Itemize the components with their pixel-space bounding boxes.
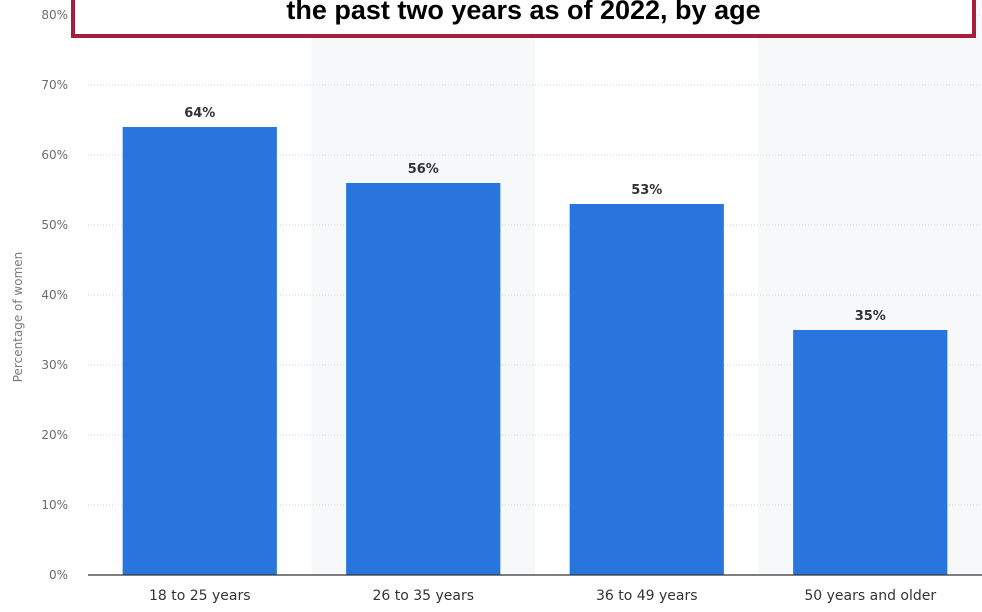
bar xyxy=(346,183,500,575)
chart-title: the past two years as of 2022, by age xyxy=(286,0,760,26)
bar xyxy=(123,127,277,575)
data-label: 64% xyxy=(184,106,215,121)
data-label: 35% xyxy=(855,309,886,324)
y-tick-label: 0% xyxy=(49,568,68,582)
bar xyxy=(570,204,724,575)
y-tick-label: 30% xyxy=(41,358,68,372)
bar xyxy=(793,330,947,575)
y-tick-label: 10% xyxy=(41,498,68,512)
y-tick-label: 80% xyxy=(41,8,68,22)
x-tick-label: 18 to 25 years xyxy=(149,588,251,604)
chart-title-box: the past two years as of 2022, by age xyxy=(71,0,976,38)
y-tick-label: 20% xyxy=(41,428,68,442)
y-tick-label: 60% xyxy=(41,148,68,162)
data-label: 56% xyxy=(408,162,439,177)
y-tick-label: 50% xyxy=(41,218,68,232)
x-tick-label: 26 to 35 years xyxy=(372,588,474,604)
x-tick-label: 50 years and older xyxy=(804,588,936,604)
y-axis-title: Percentage of women xyxy=(11,252,25,383)
y-tick-label: 40% xyxy=(41,288,68,302)
data-label: 53% xyxy=(631,183,662,198)
y-tick-label: 70% xyxy=(41,78,68,92)
x-tick-label: 36 to 49 years xyxy=(596,588,698,604)
